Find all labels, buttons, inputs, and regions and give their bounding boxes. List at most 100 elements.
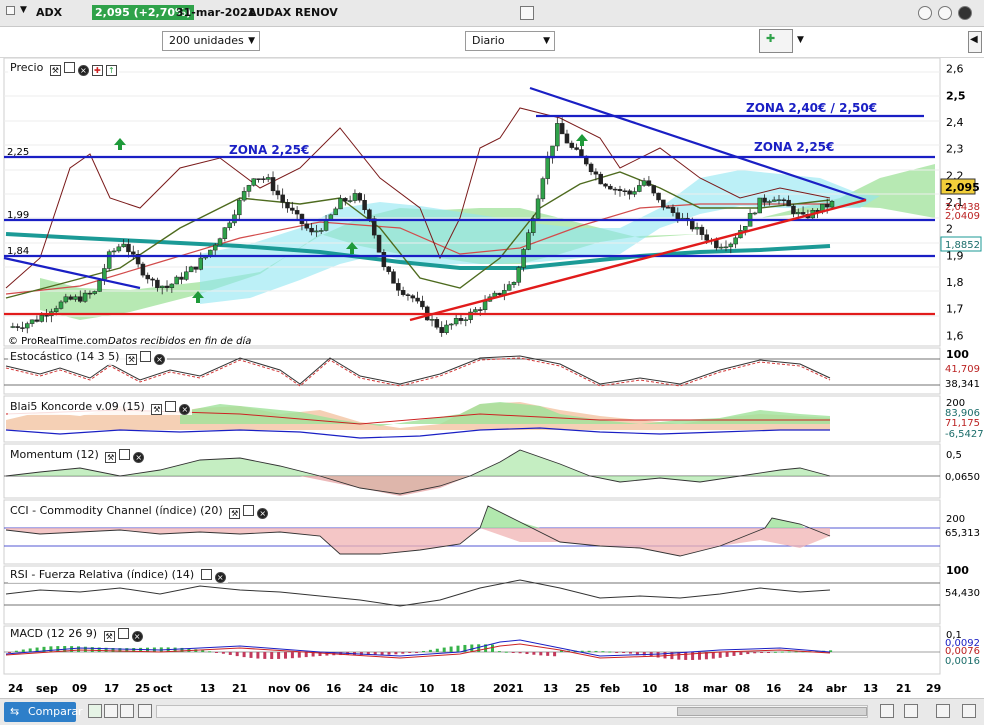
candle-down — [150, 278, 155, 281]
fit-icon[interactable] — [904, 704, 918, 718]
close-icon[interactable]: × — [214, 572, 226, 583]
candle-down — [458, 318, 464, 321]
x-axis-tick: abr — [826, 682, 847, 695]
window-icon[interactable] — [117, 628, 129, 639]
compare-button[interactable]: ⇆ Comparar — [4, 702, 83, 722]
macd-histogram-bar — [415, 652, 419, 653]
candle-up — [106, 251, 112, 269]
candle-up — [632, 191, 637, 195]
candle-up — [516, 267, 522, 283]
move-down-icon[interactable]: ✚ — [91, 65, 103, 76]
left-level-199: 1,99 — [7, 210, 29, 221]
price-gridlines — [4, 71, 940, 317]
candle-up — [246, 185, 252, 192]
koncorde-value-2: 71,175 — [945, 418, 980, 429]
settings-icon[interactable] — [936, 704, 950, 718]
units-select[interactable]: 200 unidades ▼ — [162, 31, 260, 51]
candle-down — [574, 147, 579, 150]
macd-histogram-bar — [725, 652, 729, 657]
buy-signal-arrow-icon — [576, 134, 588, 146]
macd-histogram-bar — [90, 647, 94, 652]
candle-up — [63, 296, 69, 303]
timeframe-select[interactable]: Diario ▼ — [465, 31, 555, 51]
horizontal-scrollbar[interactable] — [156, 705, 868, 718]
cci-axis-top: 200 — [946, 514, 965, 525]
price-axis-tick: 1,7 — [946, 303, 964, 316]
candle-down — [665, 207, 671, 209]
scrollbar-thumb[interactable] — [677, 707, 867, 716]
candle-down — [294, 210, 300, 215]
candle-down — [309, 227, 314, 233]
pencil-icon[interactable] — [104, 704, 118, 718]
window-icon[interactable] — [63, 62, 75, 73]
macd-histogram-bar — [387, 652, 391, 655]
macd-histogram-bar — [463, 644, 467, 652]
macd-histogram-bar — [35, 647, 39, 652]
wrench-icon[interactable]: ⚒ — [151, 404, 163, 415]
window-icon[interactable] — [165, 401, 177, 412]
window-icon[interactable] — [200, 569, 212, 580]
candle-down — [670, 207, 676, 213]
macd-histogram-bar — [235, 652, 239, 657]
close-icon[interactable]: × — [257, 508, 269, 519]
notes-icon[interactable] — [520, 6, 534, 20]
candle-down — [371, 218, 377, 236]
draw-tool-icon[interactable] — [88, 704, 102, 718]
symbol-label: ADX — [36, 6, 63, 19]
wrench-icon[interactable]: ⚒ — [49, 65, 61, 76]
move-up-icon[interactable]: ↑ — [105, 65, 117, 76]
candle-up — [169, 283, 175, 288]
macd-histogram-bar — [504, 651, 508, 653]
candle-down — [15, 326, 20, 328]
candle-down — [396, 283, 401, 291]
grid-icon[interactable] — [138, 704, 152, 718]
candle-down — [362, 199, 367, 211]
candle-up — [92, 291, 97, 294]
minimize-icon[interactable] — [6, 6, 15, 15]
close-icon[interactable]: × — [77, 65, 89, 76]
candle-up — [530, 218, 536, 233]
bottom-bar: ⇆ Comparar — [0, 698, 984, 725]
x-axis-tick: 2021 — [493, 682, 524, 695]
wrench-icon[interactable]: ⚒ — [103, 631, 115, 642]
candle-up — [829, 201, 835, 208]
wrench-icon[interactable]: ⚒ — [105, 452, 117, 463]
zoom-icon[interactable] — [880, 704, 894, 718]
candle-down — [34, 319, 40, 322]
macd-axis-top: 0,1 — [946, 630, 962, 641]
close-icon[interactable]: × — [131, 631, 143, 642]
add-indicator-button[interactable]: ✚ — [759, 29, 793, 53]
candle-down — [588, 163, 594, 173]
wrench-icon[interactable]: ⚒ — [125, 354, 137, 365]
candle-up — [53, 308, 59, 312]
side-panel-toggle[interactable]: ◀ — [968, 31, 982, 53]
macd-panel-title: MACD (12 26 9) — [10, 627, 98, 640]
macd-histogram-bar — [394, 652, 398, 655]
wrench-icon[interactable]: ⚒ — [229, 508, 241, 519]
indicator-menu-arrow[interactable]: ▼ — [797, 35, 804, 45]
zoom-out-icon[interactable] — [918, 6, 932, 20]
close-icon[interactable]: × — [179, 404, 191, 415]
candle-up — [733, 237, 738, 245]
candle-down — [420, 300, 425, 308]
screen-icon[interactable] — [962, 704, 976, 718]
zoom-in-icon[interactable] — [938, 6, 952, 20]
price-change-badge: 2,095 (+2,70%) — [92, 5, 195, 20]
window-icon[interactable] — [139, 351, 151, 362]
close-icon[interactable]: × — [153, 354, 165, 365]
dropdown-arrow-icon[interactable]: ▼ — [20, 5, 27, 15]
window-icon[interactable] — [243, 505, 255, 516]
price-axis-tick: 2,5 — [946, 89, 966, 102]
window-icon[interactable] — [119, 449, 131, 460]
close-window-icon[interactable] — [958, 6, 972, 20]
chart-toolbar: 200 unidades ▼ Diario ▼ ✚ ▼ ◀ — [0, 27, 984, 58]
momentum-panel-title: Momentum (12) — [10, 448, 99, 461]
candle-type-icon[interactable] — [120, 704, 134, 718]
macd-histogram-bar — [118, 648, 122, 652]
close-icon[interactable]: × — [133, 452, 145, 463]
candle-down — [603, 183, 608, 187]
macd-histogram-bar — [677, 652, 681, 660]
chart-area[interactable]: ZONA 2,40€ / 2,50€ ZONA 2,25€ ZONA 2,25€… — [0, 58, 984, 698]
candle-up — [449, 323, 454, 326]
macd-histogram-bar — [14, 650, 18, 652]
